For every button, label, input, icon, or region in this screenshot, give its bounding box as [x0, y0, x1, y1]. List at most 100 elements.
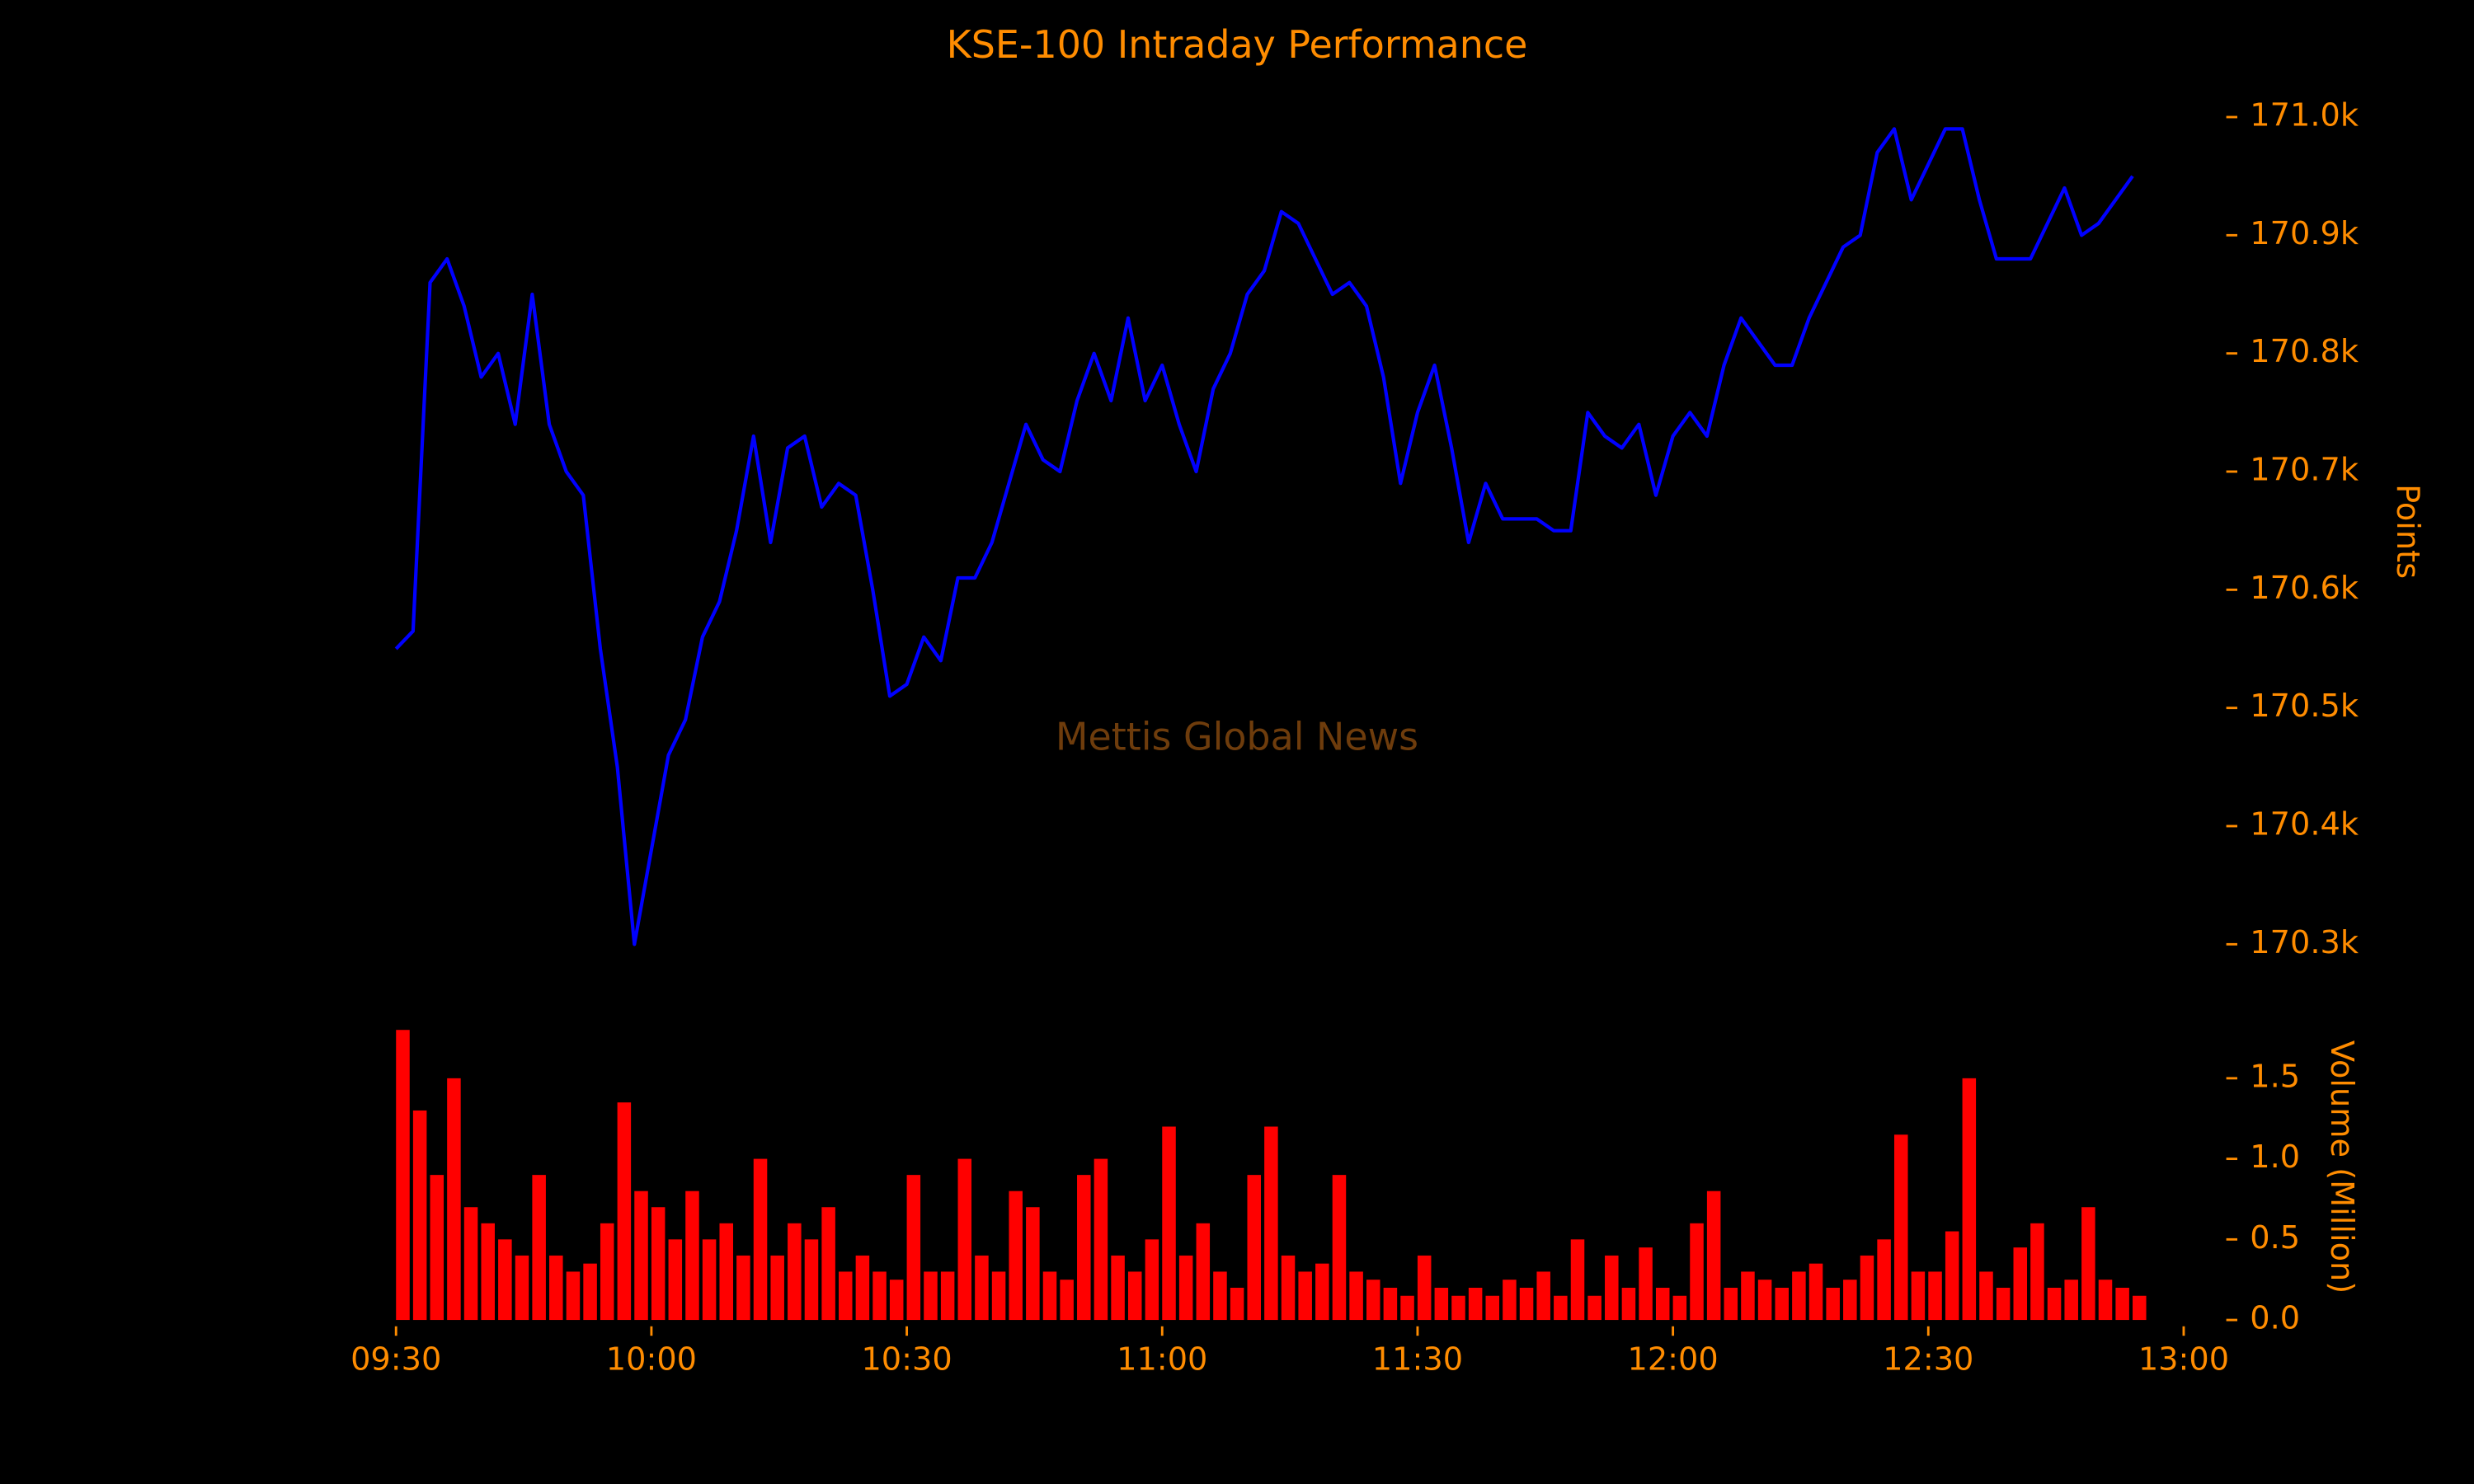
volume-bar	[906, 1175, 921, 1321]
y-tick-label: 0.0	[2250, 1300, 2300, 1337]
x-tick-label: 11:30	[1372, 1341, 1463, 1378]
volume-bar	[1451, 1295, 1465, 1321]
volume-bar	[685, 1190, 699, 1321]
y-axis-label: Volume (Million)	[2323, 1040, 2360, 1294]
volume-bar	[1877, 1239, 1891, 1321]
volume-bar	[1639, 1247, 1653, 1321]
volume-bar	[804, 1239, 819, 1321]
volume-bar	[1145, 1239, 1159, 1321]
volume-bar	[788, 1223, 802, 1321]
volume-bar	[1094, 1158, 1108, 1321]
volume-bar	[2064, 1280, 2078, 1321]
volume-bar	[1298, 1271, 1312, 1321]
y-tick-label: 170.9k	[2250, 215, 2359, 252]
volume-bar	[1587, 1295, 1602, 1321]
volume-bar	[463, 1207, 478, 1321]
volume-bar	[1009, 1190, 1023, 1321]
volume-bar	[991, 1271, 1006, 1321]
volume-bar	[1724, 1287, 1738, 1321]
volume-bar	[855, 1255, 870, 1321]
volume-bar	[634, 1190, 648, 1321]
volume-bar	[1570, 1239, 1585, 1321]
volume-bar	[1060, 1280, 1074, 1321]
volume-bar	[1349, 1271, 1363, 1321]
chart-title: KSE-100 Intraday Performance	[947, 22, 1528, 67]
volume-bar	[1485, 1295, 1500, 1321]
volume-bar	[1808, 1263, 1823, 1321]
y-tick-label: 1.0	[2250, 1139, 2300, 1176]
volume-bar	[396, 1030, 410, 1321]
volume-bar	[736, 1255, 750, 1321]
volume-bar	[1111, 1255, 1125, 1321]
y-axis-label: Points	[2389, 484, 2426, 579]
volume-bar	[821, 1207, 835, 1321]
volume-bar	[1741, 1271, 1755, 1321]
volume-bar	[2098, 1280, 2113, 1321]
volume-bar	[1468, 1287, 1483, 1321]
volume-bar	[1315, 1263, 1329, 1321]
volume-bar	[583, 1263, 597, 1321]
volume-bar	[702, 1239, 717, 1321]
volume-bar	[1996, 1287, 2011, 1321]
volume-bar	[1417, 1255, 1432, 1321]
volume-bar	[1196, 1223, 1211, 1321]
volume-bar	[1775, 1287, 1789, 1321]
y-tick-label: 170.7k	[2250, 452, 2359, 489]
y-tick-label: 0.5	[2250, 1219, 2300, 1256]
volume-bar	[1690, 1223, 1704, 1321]
volume-bar	[975, 1255, 989, 1321]
volume-bar	[770, 1255, 784, 1321]
x-tick-label: 13:00	[2138, 1341, 2229, 1378]
volume-bar	[1655, 1287, 1670, 1321]
volume-bar	[1672, 1295, 1687, 1321]
volume-bar	[1178, 1255, 1193, 1321]
volume-bar	[1247, 1175, 1261, 1321]
volume-bar	[1400, 1295, 1414, 1321]
volume-bar	[430, 1175, 444, 1321]
volume-bar	[515, 1255, 529, 1321]
volume-bar	[889, 1280, 904, 1321]
volume-bar	[1843, 1280, 1857, 1321]
volume-bar	[1332, 1175, 1347, 1321]
y-tick-label: 170.4k	[2250, 806, 2359, 843]
volume-bar	[1383, 1287, 1398, 1321]
volume-bar	[1026, 1207, 1040, 1321]
volume-bar	[1042, 1271, 1057, 1321]
volume-bar	[600, 1223, 614, 1321]
volume-bar	[1213, 1271, 1227, 1321]
volume-bar	[719, 1223, 734, 1321]
volume-bar	[498, 1239, 512, 1321]
volume-bar	[1366, 1280, 1380, 1321]
y-tick-label: 170.6k	[2250, 570, 2359, 607]
volume-bar	[566, 1271, 581, 1321]
volume-bar	[1979, 1271, 1993, 1321]
volume-bar	[940, 1271, 955, 1321]
volume-bar	[1281, 1255, 1296, 1321]
volume-bar	[1162, 1126, 1176, 1321]
volume-bar	[447, 1078, 461, 1321]
y-tick-label: 170.5k	[2250, 688, 2359, 725]
volume-bar	[957, 1158, 972, 1321]
volume-bar	[1127, 1271, 1142, 1321]
x-tick-label: 11:00	[1117, 1341, 1207, 1378]
volume-bar	[1621, 1287, 1636, 1321]
y-tick-label: 1.5	[2250, 1058, 2300, 1095]
volume-bar	[2115, 1287, 2129, 1321]
volume-bar	[1503, 1280, 1517, 1321]
volume-bar	[549, 1255, 563, 1321]
volume-bar	[481, 1223, 495, 1321]
volume-bar	[412, 1110, 427, 1321]
volume-bar	[1554, 1295, 1568, 1321]
volume-bar	[532, 1175, 546, 1321]
x-tick-label: 09:30	[350, 1341, 441, 1378]
volume-bar	[2013, 1247, 2028, 1321]
volume-bar	[924, 1271, 938, 1321]
volume-bar	[2047, 1287, 2062, 1321]
volume-bar	[2081, 1207, 2095, 1321]
price-line	[394, 127, 2134, 946]
volume-bar	[839, 1271, 853, 1321]
x-tick-label: 10:30	[861, 1341, 952, 1378]
y-tick-label: 171.0k	[2250, 97, 2359, 134]
